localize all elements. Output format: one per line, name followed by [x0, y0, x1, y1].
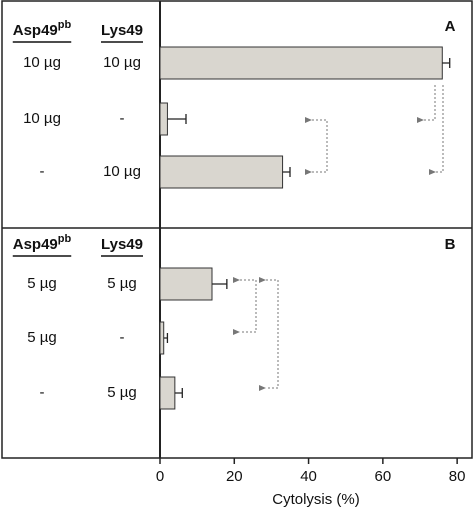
- row-label: -: [120, 329, 125, 346]
- bar: [159, 102, 168, 136]
- column-header-label: Asp49: [13, 236, 58, 253]
- error-bar: [174, 388, 183, 398]
- panel-label: A: [445, 18, 456, 35]
- row-label: 5 µg: [107, 384, 137, 401]
- row-label: 5 µg: [27, 275, 57, 292]
- x-tick-label: 40: [300, 468, 317, 485]
- comparison-brackets: [233, 85, 444, 391]
- column-header: Lys49: [101, 22, 143, 39]
- row-label: -: [40, 163, 45, 180]
- error-bar: [442, 58, 451, 68]
- row-label: 5 µg: [27, 329, 57, 346]
- bar: [159, 267, 213, 301]
- x-tick-label: 60: [375, 468, 392, 485]
- error-bar: [212, 279, 228, 289]
- bar: [159, 46, 443, 80]
- column-header-sup: pb: [58, 19, 72, 31]
- error-bar: [163, 333, 169, 343]
- x-tick-label: 20: [226, 468, 243, 485]
- error-bar: [167, 114, 187, 124]
- x-tick-label: 80: [449, 468, 466, 485]
- row-label: 5 µg: [107, 275, 137, 292]
- bar: [159, 155, 284, 189]
- panel-label: B: [445, 236, 456, 253]
- row-label: 10 µg: [103, 54, 141, 71]
- frame: [1, 0, 473, 459]
- column-header: Asp49pb: [13, 19, 72, 39]
- x-tick-label: 0: [156, 468, 164, 485]
- row-label: 10 µg: [23, 54, 61, 71]
- column-header: Asp49pb: [13, 233, 72, 253]
- row-label: -: [40, 384, 45, 401]
- bar: [159, 321, 165, 355]
- column-header-label: Lys49: [101, 236, 143, 253]
- column-header-label: Asp49: [13, 22, 58, 39]
- row-label: 10 µg: [103, 163, 141, 180]
- column-header-label: Lys49: [101, 22, 143, 39]
- error-bar: [282, 167, 291, 177]
- column-header-sup: pb: [58, 233, 72, 245]
- row-label: -: [120, 110, 125, 127]
- x-axis-label: Cytolysis (%): [272, 491, 360, 508]
- bar: [159, 376, 176, 410]
- row-label: 10 µg: [23, 110, 61, 127]
- column-header: Lys49: [101, 236, 143, 253]
